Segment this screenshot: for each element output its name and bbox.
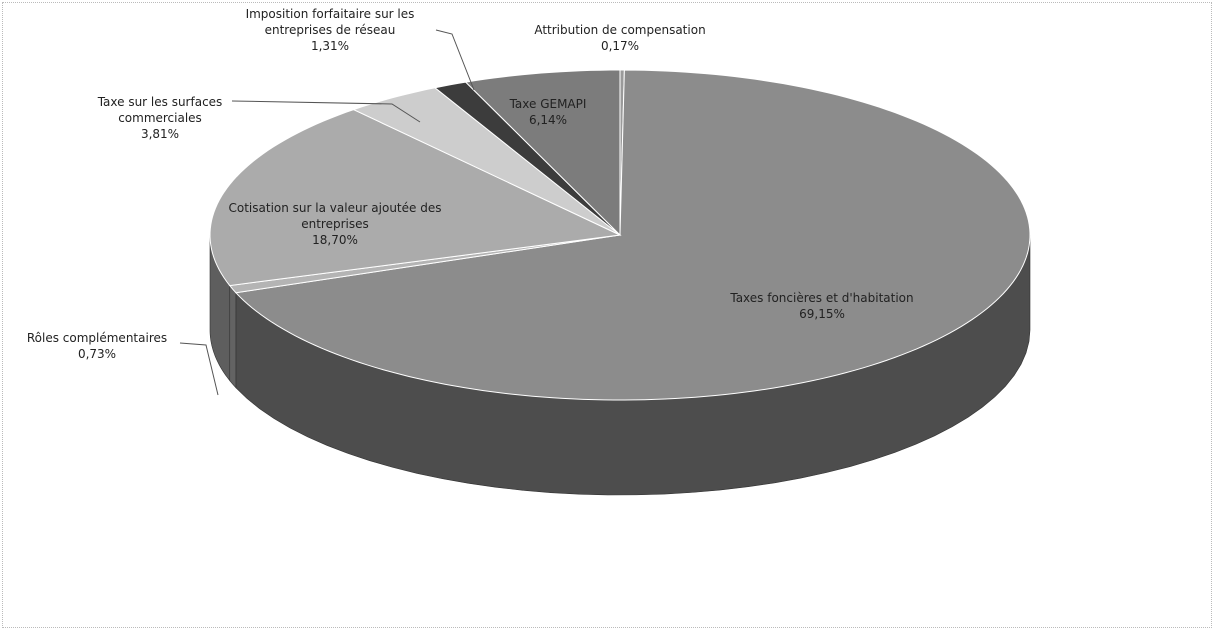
category-name: Cotisation sur la valeur ajoutée des ent… (228, 201, 442, 231)
slice (209, 109, 622, 287)
leader-line (435, 29, 475, 91)
value-label: 3,81% (140, 127, 180, 141)
slice-label: Attribution de compensation 0,17% (505, 22, 735, 54)
category-name: Taxe GEMAPI (509, 97, 587, 111)
category-name: Imposition forfaitaire sur les entrepris… (245, 7, 415, 37)
pie (209, 69, 1031, 496)
leader-line (231, 100, 421, 123)
slice-label: Taxes foncières et d'habitation 69,15% (692, 290, 952, 322)
slice-label: Taxe sur les surfaces commerciales 3,81% (70, 94, 250, 142)
slice-label: Cotisation sur la valeur ajoutée des ent… (220, 200, 450, 248)
value-label: 0,17% (600, 39, 640, 53)
slice-label: Imposition forfaitaire sur les entrepris… (215, 6, 445, 54)
leader-line (179, 342, 219, 396)
value-label: 18,70% (312, 233, 358, 247)
value-label: 0,73% (77, 347, 117, 361)
slice-side (229, 284, 237, 389)
value-label: 6,14% (528, 113, 568, 127)
slice (234, 69, 1031, 401)
category-name: Taxes foncières et d'habitation (730, 291, 914, 305)
value-label: 1,31% (310, 39, 350, 53)
slice-label: Rôles complémentaires 0,73% (2, 330, 192, 362)
leader-lines (179, 29, 475, 396)
category-name: Rôles complémentaires (26, 331, 168, 345)
category-name: Attribution de compensation (534, 23, 706, 37)
value-label: 69,15% (799, 307, 845, 321)
slice (464, 69, 621, 237)
category-name: Taxe sur les surfaces commerciales (97, 95, 223, 125)
slice (352, 87, 621, 236)
slice-label: Taxe GEMAPI 6,14% (498, 96, 598, 128)
